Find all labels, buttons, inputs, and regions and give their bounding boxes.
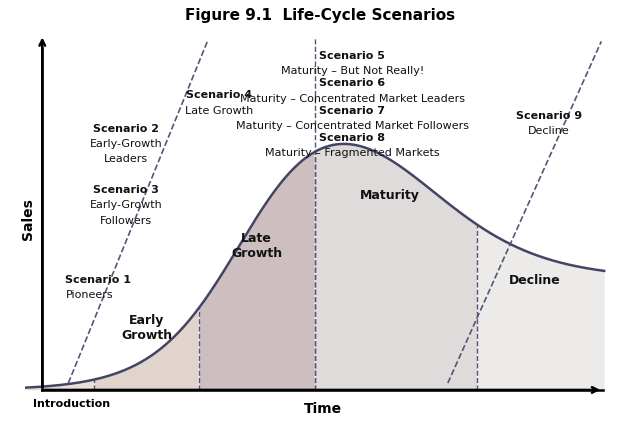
Text: Scenario 3: Scenario 3 (93, 185, 159, 195)
Text: Scenario 9: Scenario 9 (516, 111, 582, 121)
Text: Scenario 1: Scenario 1 (65, 275, 131, 285)
Text: Pioneers: Pioneers (65, 290, 113, 300)
Text: Maturity – But Not Really!: Maturity – But Not Really! (281, 66, 424, 76)
Text: Scenario 6: Scenario 6 (319, 78, 385, 88)
Text: Time: Time (304, 402, 342, 416)
Text: Maturity: Maturity (360, 189, 420, 202)
Text: Early
Growth: Early Growth (121, 315, 172, 342)
Text: Followers: Followers (100, 216, 152, 226)
Text: Introduction: Introduction (33, 399, 110, 409)
Text: Scenario 4: Scenario 4 (186, 90, 252, 100)
Text: Early-Growth: Early-Growth (90, 200, 162, 210)
Text: Scenario 7: Scenario 7 (319, 105, 385, 116)
Text: Scenario 2: Scenario 2 (93, 124, 159, 134)
Text: Scenario 8: Scenario 8 (319, 133, 385, 143)
Text: Scenario 5: Scenario 5 (319, 51, 385, 61)
Text: Late Growth: Late Growth (185, 105, 253, 116)
Text: Maturity – Concentrated Market Followers: Maturity – Concentrated Market Followers (236, 121, 469, 131)
Text: Decline: Decline (528, 126, 570, 136)
Title: Figure 9.1  Life-Cycle Scenarios: Figure 9.1 Life-Cycle Scenarios (185, 8, 455, 23)
Text: Decline: Decline (509, 274, 560, 287)
Text: Early-Growth: Early-Growth (90, 139, 162, 149)
Text: Late
Growth: Late Growth (231, 232, 282, 260)
Text: Maturity – Concentrated Market Leaders: Maturity – Concentrated Market Leaders (239, 93, 465, 104)
Text: Sales: Sales (21, 198, 35, 240)
Text: Leaders: Leaders (104, 154, 148, 164)
Text: Maturity – Fragmented Markets: Maturity – Fragmented Markets (265, 148, 440, 158)
